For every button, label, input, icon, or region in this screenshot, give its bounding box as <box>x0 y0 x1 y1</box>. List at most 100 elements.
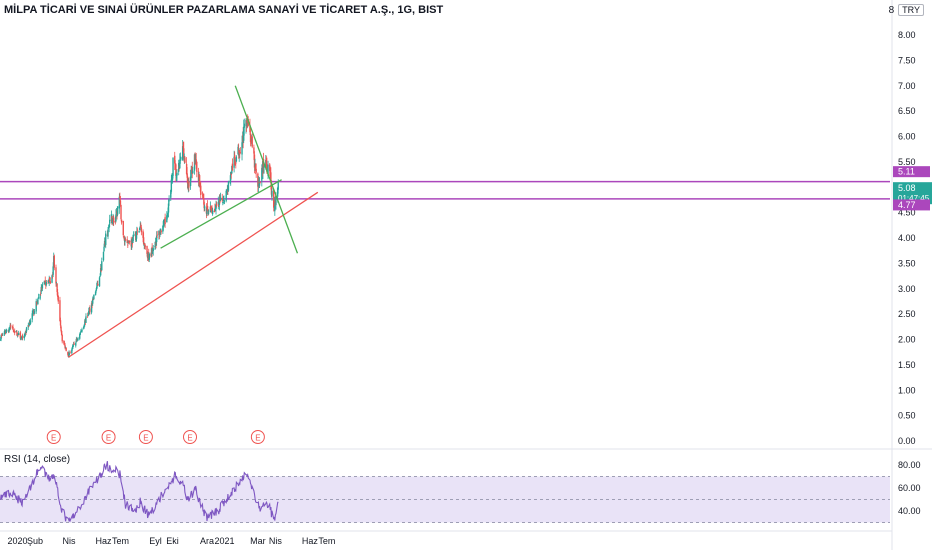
candle-body <box>17 333 20 335</box>
candle-body <box>261 167 263 181</box>
candle-body <box>269 164 271 172</box>
candle-body <box>102 251 105 261</box>
earnings-event-marker <box>250 430 265 444</box>
candle-body <box>263 166 265 168</box>
candle-body <box>9 325 11 329</box>
candle-body <box>164 217 166 225</box>
candle-body <box>116 206 119 215</box>
candle-body <box>75 342 77 346</box>
candle-body <box>6 330 8 332</box>
price-tick-label: 0.50 <box>898 411 916 421</box>
price-tick-label: 7.50 <box>898 55 916 65</box>
candle-body <box>120 219 123 223</box>
candle-body <box>277 182 279 190</box>
candle-body <box>138 228 141 231</box>
time-tick-label: Şub <box>27 536 43 546</box>
price-tick-label: 1.00 <box>898 385 916 395</box>
lower-line-price-label-bg <box>893 199 930 211</box>
candle-body <box>156 234 158 236</box>
candle-body <box>197 171 200 182</box>
candle-body <box>230 172 232 181</box>
candle-body <box>159 228 162 232</box>
candle-body <box>97 283 99 286</box>
price-tick-label: 5.50 <box>898 157 916 167</box>
candle-body <box>151 252 154 254</box>
candle-body <box>87 314 89 316</box>
candle-body <box>146 245 148 254</box>
candle-body <box>184 157 186 163</box>
candle-body <box>136 229 139 231</box>
candle-body <box>28 325 30 326</box>
candle-body <box>79 334 81 339</box>
candle-body <box>12 329 15 332</box>
candle-body <box>51 275 53 283</box>
candle-body <box>200 185 202 195</box>
candle-body <box>266 164 268 173</box>
candle-body <box>14 330 16 333</box>
currency-badge[interactable]: TRY <box>898 4 924 16</box>
time-tick-label: Tem <box>318 536 335 546</box>
price-tick-label: 4.50 <box>898 208 916 218</box>
candle-body <box>162 225 164 232</box>
candle-body <box>160 230 162 233</box>
candle-body <box>186 173 188 178</box>
candle-body <box>85 316 87 323</box>
earnings-event-marker <box>183 430 198 444</box>
candle-body <box>231 163 234 171</box>
candle-body <box>2 334 4 336</box>
earnings-event-letter: E <box>255 434 260 443</box>
candle-body <box>180 157 182 159</box>
candle-body <box>167 212 169 214</box>
candle-body <box>217 201 219 205</box>
candle-body <box>140 227 143 233</box>
candle-body <box>112 217 115 223</box>
settings-icon[interactable]: 8 <box>888 4 895 16</box>
earnings-event-marker <box>46 430 61 444</box>
candle-body <box>207 210 209 212</box>
candle-body <box>57 295 59 302</box>
candle-body <box>203 201 205 209</box>
candle-body <box>267 164 269 176</box>
candle-body <box>171 174 174 181</box>
candle-body <box>24 334 26 336</box>
candle-body <box>25 332 27 333</box>
candle-body <box>63 340 65 344</box>
candle-body <box>176 172 178 176</box>
candle-body <box>3 330 6 335</box>
candle-body <box>243 123 245 128</box>
candle-body <box>168 199 170 202</box>
candle-body <box>258 182 261 186</box>
candle-body <box>265 158 268 165</box>
candle-body <box>188 181 190 188</box>
candle-body <box>235 163 237 165</box>
candle-body <box>103 246 105 252</box>
candle-body <box>64 344 66 348</box>
earnings-event-letter: E <box>187 434 192 443</box>
candle-body <box>60 330 63 336</box>
candle-body <box>210 207 213 211</box>
candle-body <box>55 267 57 284</box>
candle-body <box>53 255 55 268</box>
candle-body <box>68 352 71 354</box>
rsi-tick-label: 40.00 <box>898 506 921 516</box>
candle-body <box>56 292 59 297</box>
candle-body <box>132 237 134 243</box>
candle-body <box>251 136 253 147</box>
candle-body <box>174 155 176 164</box>
candle-body <box>109 219 111 224</box>
candle-body <box>21 336 24 338</box>
candle-body <box>32 309 35 312</box>
candle-body <box>201 192 204 194</box>
candle-body <box>198 175 201 185</box>
candle-body <box>24 331 27 335</box>
candle-body <box>223 200 225 202</box>
candle-body <box>135 234 137 242</box>
candle-body <box>235 156 238 162</box>
candle-body <box>33 311 36 314</box>
candle-body <box>79 332 82 335</box>
candle-body <box>144 245 147 247</box>
falling-green-trend-line <box>234 85 299 254</box>
candle-body <box>227 181 230 191</box>
